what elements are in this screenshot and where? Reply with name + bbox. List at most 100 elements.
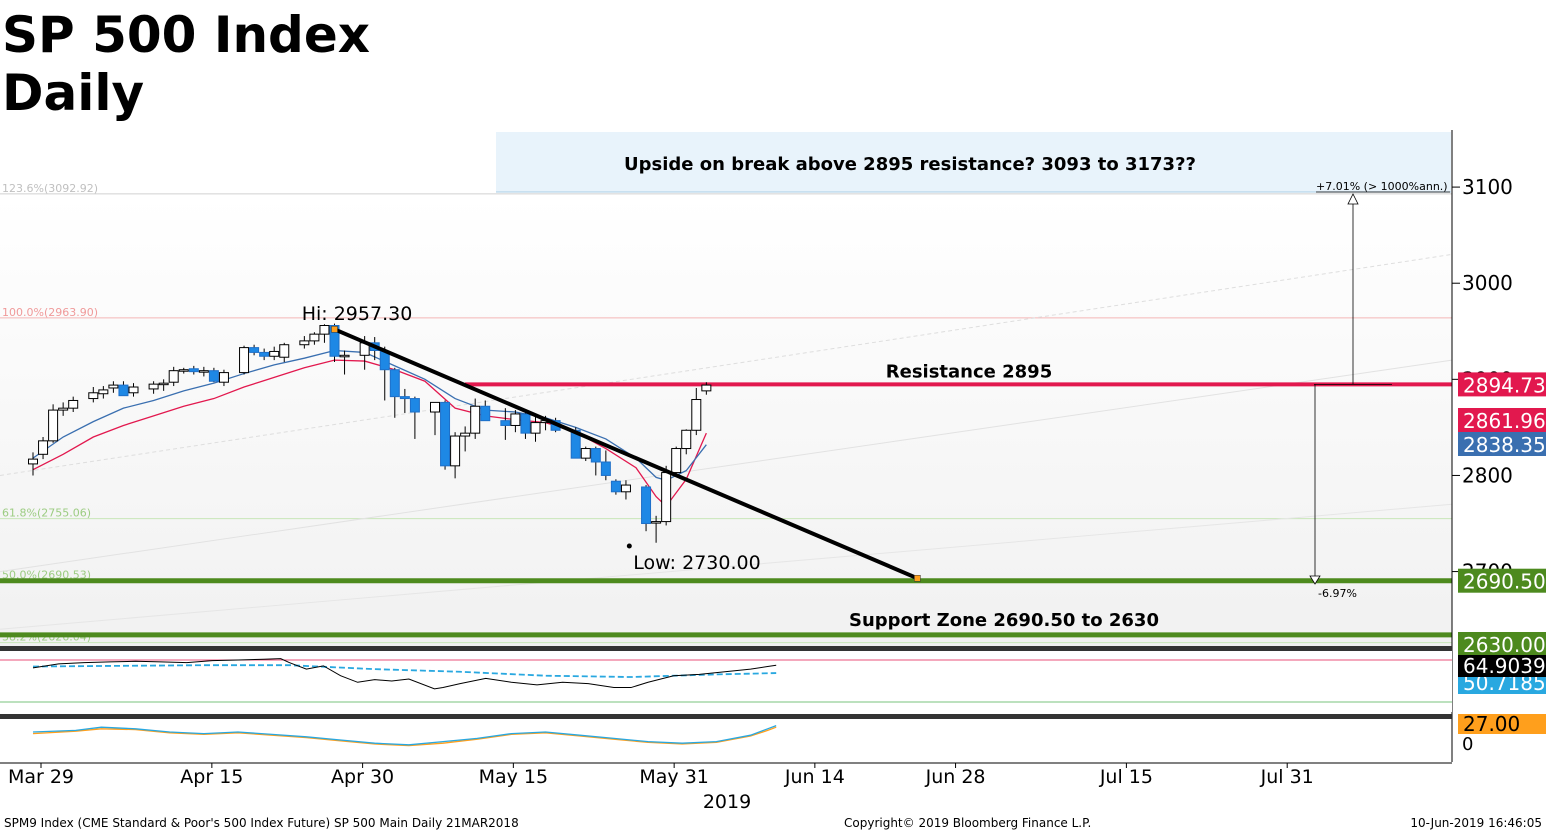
price-tag-bg bbox=[1458, 568, 1546, 593]
candle-body bbox=[108, 384, 119, 389]
stoch-tag-bg bbox=[1458, 714, 1546, 734]
candle-body bbox=[520, 413, 531, 434]
downtrend-line bbox=[333, 327, 919, 581]
x-tick-label: Jul 31 bbox=[1260, 766, 1314, 788]
panel-separator-stoch bbox=[0, 714, 1452, 719]
candle-body bbox=[450, 435, 461, 467]
candle-body bbox=[661, 472, 672, 523]
x-tick-label: Apr 15 bbox=[180, 766, 243, 788]
x-tick-label: Apr 30 bbox=[331, 766, 394, 788]
x-year-label: 2019 bbox=[703, 791, 751, 812]
candle-body bbox=[339, 354, 350, 358]
trendline-handle-start bbox=[331, 326, 338, 333]
candle-body bbox=[500, 420, 511, 426]
candle-body bbox=[409, 398, 420, 413]
y-tick-label: 2800 bbox=[1462, 463, 1513, 487]
footer-timestamp: 10-Jun-2019 16:46:05 bbox=[1410, 816, 1542, 830]
low-marker bbox=[626, 543, 632, 549]
candle-body bbox=[389, 369, 400, 398]
candle-body bbox=[460, 432, 471, 437]
candle-body bbox=[480, 405, 491, 422]
x-tick-label: Jun 28 bbox=[925, 766, 986, 788]
candle-body bbox=[651, 521, 662, 524]
candle-body bbox=[239, 347, 250, 374]
candle-body bbox=[148, 383, 159, 390]
annotation-text: Upside on break above 2895 resistance? 3… bbox=[624, 154, 1196, 175]
candle-body bbox=[128, 386, 139, 394]
price-tag-label: 2690.50 bbox=[1463, 570, 1546, 594]
low-label: Low: 2730.00 bbox=[633, 552, 760, 574]
candle-body bbox=[299, 340, 310, 346]
fib-level-label: 100.0%(2963.90) bbox=[2, 306, 98, 319]
annotation-box bbox=[496, 132, 1451, 192]
candle-body bbox=[28, 458, 38, 465]
candle-body bbox=[259, 351, 270, 357]
candle-body bbox=[188, 368, 199, 373]
candle-body bbox=[38, 440, 49, 455]
candle-body bbox=[470, 405, 481, 434]
candle-body bbox=[681, 429, 692, 450]
candle-body bbox=[590, 448, 601, 463]
candle-body bbox=[158, 382, 169, 386]
trendline-handle-end bbox=[914, 575, 921, 582]
title-line-2: Daily bbox=[2, 64, 145, 122]
fib-level-label: 61.8%(2755.06) bbox=[2, 507, 91, 520]
candle-body bbox=[600, 461, 611, 476]
footer-copyright: Copyright© 2019 Bloomberg Finance L.P. bbox=[844, 816, 1092, 830]
channel-line-mid bbox=[0, 359, 1453, 573]
candle-body bbox=[58, 407, 69, 411]
stoch-zero-label: 0 bbox=[1462, 734, 1473, 755]
rsi-tag-bg bbox=[1458, 655, 1546, 677]
x-tick-label: Jul 15 bbox=[1099, 766, 1153, 788]
price-panel-gradient bbox=[0, 196, 1452, 648]
projection-down-label: -6.97% bbox=[1318, 587, 1357, 600]
x-tick-label: May 31 bbox=[639, 766, 709, 788]
footer-security-info: SPM9 Index (CME Standard & Poor's 500 In… bbox=[4, 816, 519, 830]
candle-body bbox=[249, 347, 260, 353]
x-tick-label: Mar 29 bbox=[8, 766, 74, 788]
candle-body bbox=[118, 384, 129, 397]
stoch-k-line bbox=[32, 724, 777, 746]
rsi-ma-tag-bg bbox=[1458, 672, 1546, 694]
rsi-tag-label: 64.9039 bbox=[1463, 654, 1546, 678]
price-tag-bg bbox=[1458, 432, 1546, 456]
price-tag-bg bbox=[1458, 372, 1546, 397]
candle-body bbox=[440, 401, 451, 467]
candle-body bbox=[279, 344, 290, 358]
candle-body bbox=[510, 413, 521, 426]
stoch-tag-label: 27.00 bbox=[1463, 712, 1520, 736]
projection-down-head bbox=[1309, 575, 1321, 585]
y-tick-label: 3000 bbox=[1462, 271, 1513, 295]
candle-body bbox=[309, 333, 320, 342]
projection-up-head bbox=[1347, 193, 1359, 205]
candle-body bbox=[198, 370, 209, 373]
candle-body bbox=[68, 399, 79, 409]
support-label: Support Zone 2690.50 to 2630 bbox=[849, 610, 1159, 631]
candle-body bbox=[329, 325, 340, 357]
price-tag-bg bbox=[1458, 632, 1546, 656]
resistance-label: Resistance 2895 bbox=[886, 361, 1052, 382]
candle-body bbox=[48, 409, 59, 442]
candle-body bbox=[218, 372, 229, 383]
price-tag-label: 2894.73 bbox=[1463, 373, 1546, 397]
price-tag-label: 2861.96 bbox=[1463, 409, 1546, 433]
panel-separator-rsi bbox=[0, 646, 1452, 651]
candle-body bbox=[671, 448, 682, 474]
fib-level-label: 123.6%(3092.92) bbox=[2, 182, 98, 195]
candle-body bbox=[701, 384, 712, 392]
hi-label: Hi: 2957.30 bbox=[302, 303, 413, 325]
candle-body bbox=[399, 396, 410, 400]
candle-body bbox=[98, 389, 109, 395]
candle-body bbox=[620, 484, 631, 493]
candle-body bbox=[178, 369, 189, 372]
rsi-line bbox=[32, 658, 777, 690]
candle-body bbox=[168, 370, 179, 383]
price-tag-bg bbox=[1458, 408, 1546, 432]
x-tick-label: Jun 14 bbox=[784, 766, 845, 788]
title-line-1: SP 500 Index bbox=[2, 6, 370, 64]
channel-line-lower bbox=[0, 503, 1453, 630]
candle-body bbox=[269, 350, 280, 357]
candle-body bbox=[580, 448, 591, 459]
projection-up-label: +7.01% (> 1000%ann.) bbox=[1316, 180, 1448, 193]
price-tag-label: 2838.35 bbox=[1463, 433, 1546, 457]
